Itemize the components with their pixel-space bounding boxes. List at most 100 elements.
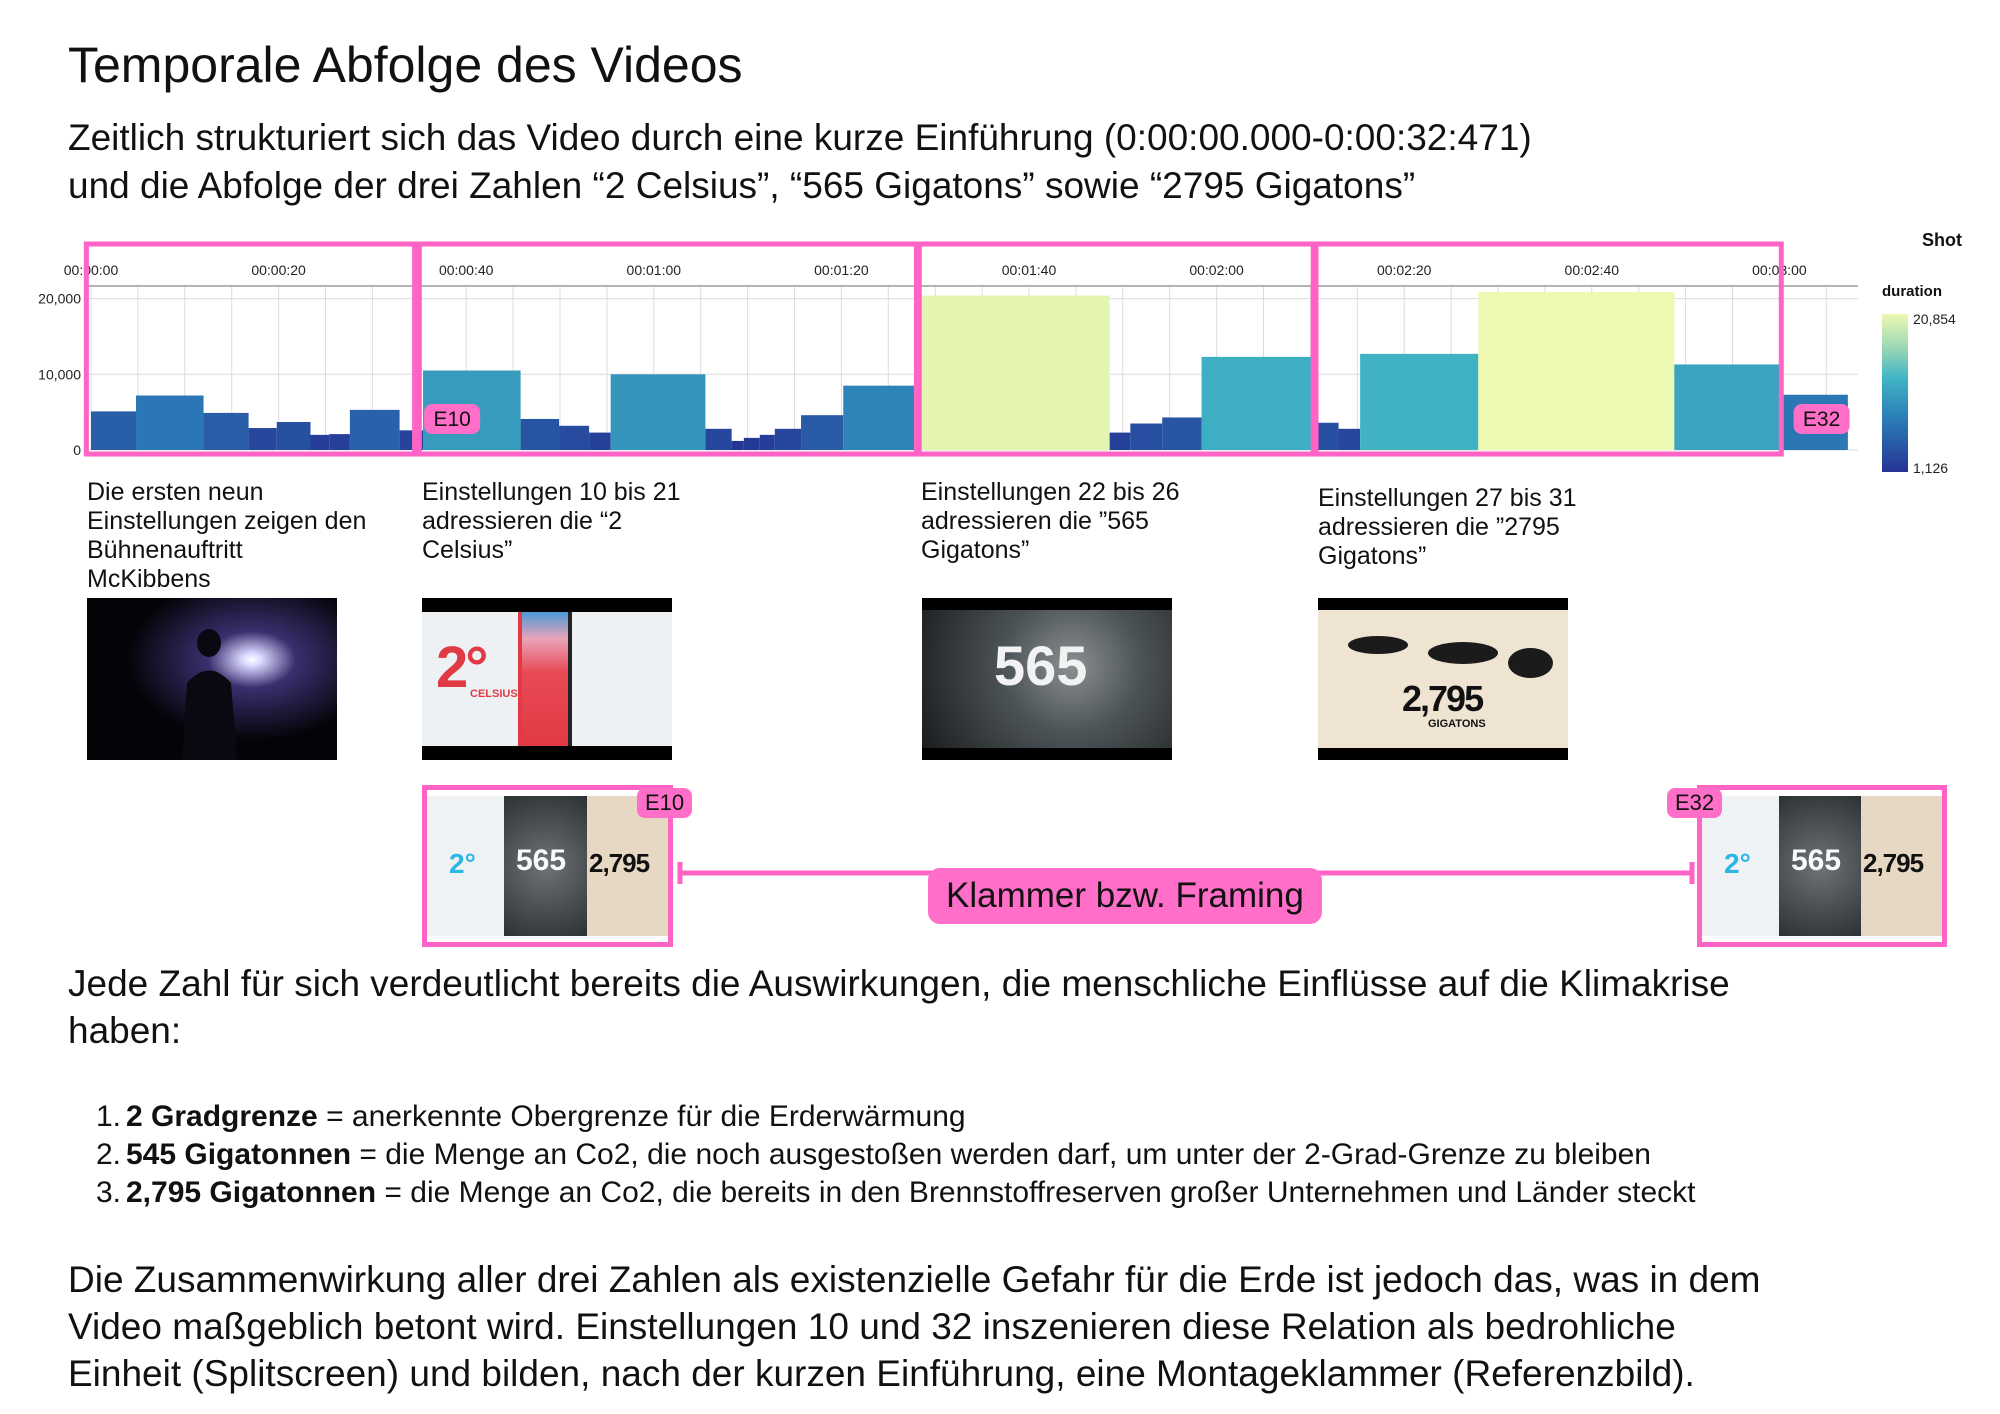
list-text: = anerkennte Obergrenze für die Erderwär…	[317, 1100, 966, 1133]
bar-shot-3	[203, 412, 249, 450]
split-panel-2795: 2,795	[587, 796, 668, 936]
y-tick-label: 20,000	[38, 291, 81, 307]
list-item: 2. 545 Gigatonnen = die Menge an Co2, die…	[96, 1136, 1695, 1174]
shot-duration-chart: 20,000 10,000 0 00:00:00 00:00:20 00:00:40 00:…	[38, 230, 1962, 476]
list-term: 2 Gradgrenze	[126, 1100, 318, 1133]
x-tick-label: 00:00:20	[251, 262, 306, 278]
caption-line: Celsius”	[422, 536, 513, 564]
split-screen-e10: 2° 565 2,795	[422, 785, 673, 947]
subtitle-line: Zeitlich strukturiert sich das Video dur…	[68, 117, 1532, 158]
y-tick-label: 0	[73, 442, 81, 458]
x-tick-label: 00:00:00	[64, 262, 119, 278]
gigatons-label: GIGATONS	[1428, 718, 1486, 730]
caption-line: Einstellungen 27 bis 31	[1318, 484, 1577, 512]
split-panel-565: 565	[1779, 796, 1861, 936]
celsius-number: 2°	[436, 635, 488, 700]
caption-line: McKibbens	[87, 565, 211, 593]
paragraph-conclusion: Die Zusammenwirkung aller drei Zahlen al…	[68, 1256, 1761, 1397]
caption-line: Bühnenauftritt	[87, 536, 243, 564]
speaker-body	[182, 670, 237, 760]
bar-shot-20	[801, 415, 844, 450]
bar-shot-15	[705, 428, 732, 450]
bar-shot-31	[1674, 364, 1781, 450]
bar-shot-27	[1315, 422, 1339, 450]
split-panel-2795: 2,795	[1861, 796, 1942, 936]
bar-shot-28	[1338, 428, 1361, 450]
paragraph-line: Video maßgeblich betont wird. Einstellun…	[68, 1306, 1676, 1347]
celsius-thumbnail: 2° CELSIUS	[422, 598, 672, 760]
split-panel-celsius: 2°	[1702, 796, 1779, 936]
split-565: 565	[516, 844, 567, 877]
x-tick-label: 00:02:40	[1565, 262, 1620, 278]
list-text: = die Menge an Co2, die noch ausgestoßen…	[351, 1138, 1651, 1171]
bar-shot-22	[921, 295, 1110, 450]
bar-shot-5	[276, 421, 311, 450]
x-tick-label: 00:01:00	[627, 262, 682, 278]
paragraph-line: Die Zusammenwirkung aller drei Zahlen al…	[68, 1259, 1761, 1300]
bar-tag-e10-bg	[424, 404, 481, 434]
x-tick-label: 00:00:40	[439, 262, 494, 278]
gigatons-565-thumbnail: 565	[922, 598, 1172, 760]
split-2795: 2,795	[589, 848, 650, 878]
x-tick-label: 00:02:20	[1377, 262, 1432, 278]
legend-subtitle: duration	[1882, 283, 1942, 300]
x-tick-label: 00:02:00	[1189, 262, 1244, 278]
caption-2795: Einstellungen 27 bis 31 adressieren die …	[1318, 484, 1577, 571]
bar-shot-6	[310, 434, 330, 450]
caption-line: Einstellungen 10 bis 21	[422, 478, 681, 506]
split-celsius: 2°	[1724, 848, 1751, 879]
tag-e10: E10	[637, 788, 693, 818]
bar-shot-17	[743, 437, 760, 450]
subtitle-line: und die Abfolge der drei Zahlen “2 Celsi…	[68, 165, 1416, 206]
list-term: 2,795 Gigatonnen	[126, 1176, 377, 1209]
list-number: 3.	[96, 1176, 122, 1209]
caption-565: Einstellungen 22 bis 26 adressieren die …	[921, 478, 1180, 565]
caption-celsius: Einstellungen 10 bis 21 adressieren die …	[422, 478, 681, 565]
caption-line: adressieren die ”2795	[1318, 513, 1560, 541]
paragraph-line: Jede Zahl für sich verdeutlicht bereits …	[68, 963, 1730, 1004]
caption-line: Einstellungen zeigen den	[87, 507, 367, 535]
subtitle: Zeitlich strukturiert sich das Video dur…	[68, 114, 1532, 210]
celsius-label: CELSIUS	[470, 688, 518, 700]
bar-tag-e32-bg	[1793, 404, 1850, 434]
list-number: 2.	[96, 1138, 122, 1171]
caption-line: Gigatons”	[921, 536, 1030, 564]
bar-shot-13	[589, 432, 611, 450]
caption-line: adressieren die ”565	[921, 507, 1149, 535]
bar-shot-4	[248, 428, 277, 450]
x-tick-label: 00:01:20	[814, 262, 869, 278]
bar-shot-16	[731, 440, 744, 450]
legend-colorbar	[1882, 314, 1908, 472]
stage-thumbnail	[87, 598, 337, 760]
caption-line: Gigatons”	[1318, 542, 1427, 570]
tag-e32: E32	[1667, 788, 1723, 818]
caption-line: Die ersten neun	[87, 478, 264, 506]
gigatons-2795-thumbnail: 2,795 GIGATONS	[1318, 598, 1568, 760]
segment-box	[416, 241, 919, 457]
segment-box	[916, 241, 1316, 457]
legend-min-label: 1,126	[1913, 460, 1948, 476]
bar-shot-25	[1162, 417, 1202, 450]
bar-shot-2	[136, 395, 204, 450]
bar-shot-26	[1201, 356, 1316, 450]
caption-line: adressieren die “2	[422, 507, 623, 535]
bar-tag-e32: E32	[1803, 408, 1840, 431]
list-item: 3. 2,795 Gigatonnen = die Menge an Co2, d…	[96, 1174, 1695, 1212]
split-screen-e32: 2° 565 2,795	[1697, 785, 1947, 947]
number-2795: 2,795	[1402, 678, 1484, 719]
list-term: 545 Gigatonnen	[126, 1138, 352, 1171]
bar-shot-1	[91, 411, 137, 450]
bar-shot-30	[1478, 292, 1675, 450]
caption-intro: Die ersten neun Einstellungen zeigen den…	[87, 478, 366, 594]
list-number: 1.	[96, 1100, 122, 1133]
paragraph-numbers-intro: Jede Zahl für sich verdeutlicht bereits …	[68, 960, 1730, 1054]
legend-max-label: 20,854	[1913, 311, 1956, 327]
speaker-head	[197, 629, 221, 657]
bar-shot-8	[349, 409, 400, 450]
bar-shot-18	[759, 434, 775, 450]
split-panel-565: 565	[504, 796, 587, 936]
bar-shot-12	[559, 425, 590, 450]
bar-shot-11	[520, 418, 560, 450]
split-565: 565	[1791, 844, 1842, 877]
legend-title: Shot	[1922, 230, 1962, 250]
